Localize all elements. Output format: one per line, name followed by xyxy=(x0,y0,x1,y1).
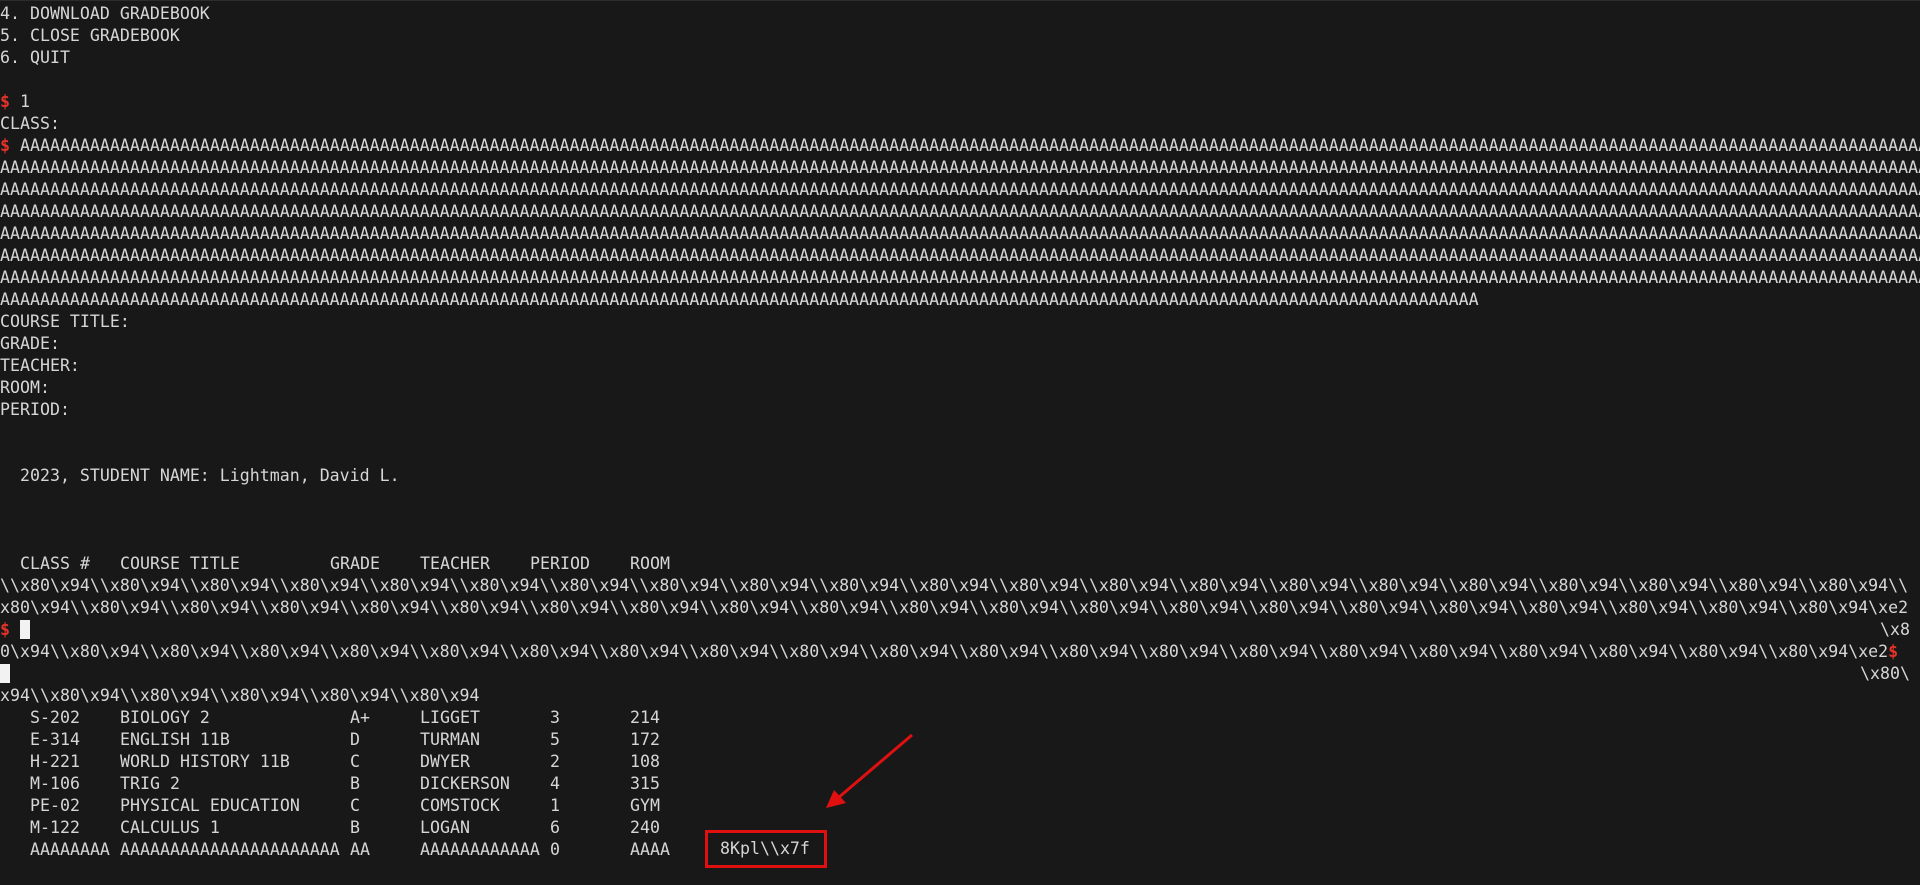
garbage-line: x94\\x80\x94\\x80\x94\\x80\x94\\x80\x94\… xyxy=(0,686,480,705)
a-input-line: AAAAAAAAAAAAAAAAAAAAAAAAAAAAAAAAAAAAAAAA… xyxy=(0,268,1920,287)
choice-input: 1 xyxy=(20,92,30,111)
period-label: PERIOD: xyxy=(0,400,70,419)
prompt-symbol: $ xyxy=(1888,642,1899,661)
cell-period: 3 xyxy=(550,708,560,727)
student-name-line: 2023, STUDENT NAME: Lightman, David L. xyxy=(0,466,400,485)
garbage-line: \\x80\x94\\x80\x94\\x80\x94\\x80\x94\\x8… xyxy=(0,576,1909,595)
cell-course-title: AAAAAAAAAAAAAAAAAAAAAA xyxy=(120,840,340,859)
menu-item-quit: 6. QUIT xyxy=(0,48,70,67)
table-row: AAAAAAAA AAAAAAAAAAAAAAAAAAAAAA AA AAAAAAAA… xyxy=(0,839,1920,861)
garbage-fragment: \x80\ xyxy=(1860,664,1910,683)
leaked-value: 8Kpl\\x7f xyxy=(720,839,810,858)
cell-room: 108 xyxy=(630,752,660,771)
cell-room: 172 xyxy=(630,730,660,749)
cell-class-number: PE-02 xyxy=(30,796,80,815)
menu-item-close: 5. CLOSE GRADEBOOK xyxy=(0,26,180,45)
cell-course-title: CALCULUS 1 xyxy=(120,818,220,837)
choice-line: $ 1 xyxy=(0,91,1920,113)
cell-room: 214 xyxy=(630,708,660,727)
cell-class-number: E-314 xyxy=(30,730,80,749)
cell-room: 240 xyxy=(630,818,660,837)
cell-grade: D xyxy=(350,730,360,749)
cell-period: 2 xyxy=(550,752,560,771)
header-period: PERIOD xyxy=(530,554,590,573)
course-title-label: COURSE TITLE: xyxy=(0,312,130,331)
cell-teacher: TURMAN xyxy=(420,730,480,749)
header-course-title: COURSE TITLE xyxy=(120,554,240,573)
cell-room: AAAA xyxy=(630,840,670,859)
cell-class-number: H-221 xyxy=(30,752,80,771)
header-grade: GRADE xyxy=(330,554,380,573)
highlight-box xyxy=(705,830,827,868)
window-top-border xyxy=(0,0,1920,1)
cell-room: GYM xyxy=(630,796,660,815)
header-room: ROOM xyxy=(630,554,670,573)
cell-room: 315 xyxy=(630,774,660,793)
garbage-text: 0\x94\\x80\x94\\x80\x94\\x80\x94\\x80\x9… xyxy=(0,642,1889,661)
cell-grade: AA xyxy=(350,840,370,859)
teacher-label: TEACHER: xyxy=(0,356,80,375)
a-input-text: AAAAAAAAAAAAAAAAAAAAAAAAAAAAAAAAAAAAAAAA… xyxy=(20,136,1920,155)
a-input-line: AAAAAAAAAAAAAAAAAAAAAAAAAAAAAAAAAAAAAAAA… xyxy=(0,158,1920,177)
cell-course-title: TRIG 2 xyxy=(120,774,180,793)
garbage-line: 0\x94\\x80\x94\\x80\x94\\x80\x94\\x80\x9… xyxy=(0,641,1920,663)
cell-period: 4 xyxy=(550,774,560,793)
cell-period: 0 xyxy=(550,840,560,859)
table-row: M-106 TRIG 2 B DICKERSON 4 315 xyxy=(0,773,1920,795)
room-label: ROOM: xyxy=(0,378,50,397)
a-input-line: AAAAAAAAAAAAAAAAAAAAAAAAAAAAAAAAAAAAAAAA… xyxy=(0,224,1920,243)
cell-grade: B xyxy=(350,818,360,837)
cursor-line: \x80\ xyxy=(0,663,1920,685)
cell-class-number: M-122 xyxy=(30,818,80,837)
cell-course-title: WORLD HISTORY 11B xyxy=(120,752,290,771)
cell-teacher: LIGGET xyxy=(420,708,480,727)
cell-class-number: AAAAAAAA xyxy=(30,840,110,859)
cell-period: 1 xyxy=(550,796,560,815)
cell-grade: C xyxy=(350,796,360,815)
table-row: S-202 BIOLOGY 2 A+ LIGGET 3 214 xyxy=(0,707,1920,729)
garbage-line: x80\x94\\x80\x94\\x80\x94\\x80\x94\\x80\… xyxy=(0,598,1909,617)
header-teacher: TEACHER xyxy=(420,554,490,573)
cell-grade: B xyxy=(350,774,360,793)
cell-class-number: M-106 xyxy=(30,774,80,793)
table-header: CLASS # COURSE TITLE GRADE TEACHER PERIO… xyxy=(0,553,1920,575)
header-class: CLASS # xyxy=(20,554,90,573)
cell-teacher: DWYER xyxy=(420,752,470,771)
grade-label: GRADE: xyxy=(0,334,60,353)
table-row: PE-02 PHYSICAL EDUCATION C COMSTOCK 1 GYM xyxy=(0,795,1920,817)
cell-course-title: BIOLOGY 2 xyxy=(120,708,210,727)
cell-period: 5 xyxy=(550,730,560,749)
table-row: H-221 WORLD HISTORY 11B C DWYER 2 108 xyxy=(0,751,1920,773)
cell-grade: A+ xyxy=(350,708,370,727)
cell-teacher: DICKERSON xyxy=(420,774,510,793)
table-row: M-122 CALCULUS 1 B LOGAN 6 240 xyxy=(0,817,1920,839)
prompt-line: $ \x8 xyxy=(0,619,1920,641)
a-input-line: $ AAAAAAAAAAAAAAAAAAAAAAAAAAAAAAAAAAAAAA… xyxy=(0,135,1920,157)
cell-teacher: COMSTOCK xyxy=(420,796,500,815)
terminal-cursor xyxy=(0,664,10,683)
a-input-line: AAAAAAAAAAAAAAAAAAAAAAAAAAAAAAAAAAAAAAAA… xyxy=(0,180,1920,199)
table-row: E-314 ENGLISH 11B D TURMAN 5 172 xyxy=(0,729,1920,751)
a-input-line: AAAAAAAAAAAAAAAAAAAAAAAAAAAAAAAAAAAAAAAA… xyxy=(0,202,1920,221)
cell-course-title: ENGLISH 11B xyxy=(120,730,230,749)
menu-item-download: 4. DOWNLOAD GRADEBOOK xyxy=(0,4,210,23)
prompt-symbol: $ xyxy=(0,92,10,111)
cell-period: 6 xyxy=(550,818,560,837)
cell-teacher: LOGAN xyxy=(420,818,470,837)
cell-course-title: PHYSICAL EDUCATION xyxy=(120,796,300,815)
cell-class-number: S-202 xyxy=(30,708,80,727)
a-input-line: AAAAAAAAAAAAAAAAAAAAAAAAAAAAAAAAAAAAAAAA… xyxy=(0,246,1920,265)
cell-teacher: AAAAAAAAAAAA xyxy=(420,840,540,859)
a-input-line: AAAAAAAAAAAAAAAAAAAAAAAAAAAAAAAAAAAAAAAA… xyxy=(0,290,1479,309)
class-label: CLASS: xyxy=(0,114,60,133)
prompt-symbol: $ xyxy=(0,136,10,155)
prompt-symbol: $ xyxy=(0,620,10,639)
cell-grade: C xyxy=(350,752,360,771)
garbage-fragment: \x8 xyxy=(1880,620,1910,639)
terminal-cursor xyxy=(20,620,30,639)
